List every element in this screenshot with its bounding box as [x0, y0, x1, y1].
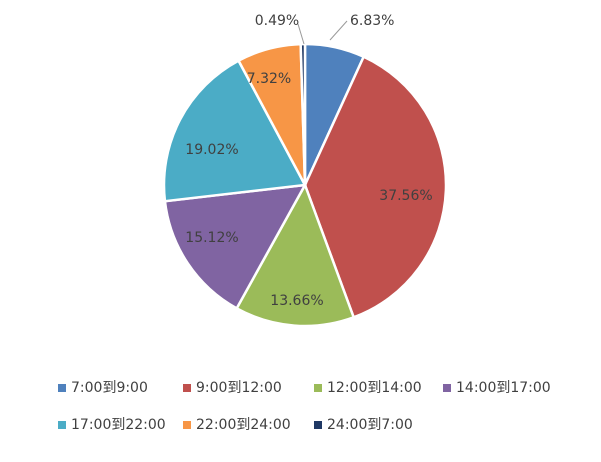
- slice-labels: 6.83% 37.56% 13.66% 15.12% 19.02% 7.32% 0.49%: [185, 13, 432, 309]
- legend-label-5: 22:00到24:00: [196, 417, 291, 433]
- pie-slices: [162, 42, 448, 328]
- legend-swatch-4: [58, 421, 66, 429]
- legend-label-0: 7:00到9:00: [71, 380, 148, 396]
- slice-label-6: 0.49%: [255, 13, 299, 29]
- legend-swatch-6: [314, 421, 322, 429]
- slice-label-3: 15.12%: [185, 230, 238, 246]
- legend-label-4: 17:00到22:00: [71, 417, 166, 433]
- pie-slice-4: [162, 58, 307, 203]
- legend-label-2: 12:00到14:00: [327, 380, 422, 396]
- slice-label-2: 13.66%: [270, 293, 323, 309]
- pie-slice-2: [234, 182, 356, 328]
- slice-label-0: 6.83%: [350, 13, 394, 29]
- legend-label-1: 9:00到12:00: [196, 380, 282, 396]
- leader-line-0: [329, 20, 348, 41]
- pie-slice-3: [163, 183, 308, 311]
- legend: 7:00到9:00 9:00到12:00 12:00到14:00 14:00到17:0…: [58, 380, 551, 433]
- pie-slice-1: [303, 55, 448, 319]
- slice-label-1: 37.56%: [379, 188, 432, 204]
- legend-label-3: 14:00到17:00: [456, 380, 551, 396]
- legend-swatch-3: [443, 384, 451, 392]
- legend-swatch-5: [183, 421, 191, 429]
- slice-label-4: 19.02%: [185, 142, 238, 158]
- pie-slice-6: [299, 42, 307, 186]
- legend-label-6: 24:00到7:00: [327, 417, 413, 433]
- leader-line-1: [297, 23, 305, 45]
- legend-swatch-1: [183, 384, 191, 392]
- legend-swatch-2: [314, 384, 322, 392]
- slice-label-5: 7.32%: [247, 71, 291, 87]
- legend-swatch-0: [58, 384, 66, 392]
